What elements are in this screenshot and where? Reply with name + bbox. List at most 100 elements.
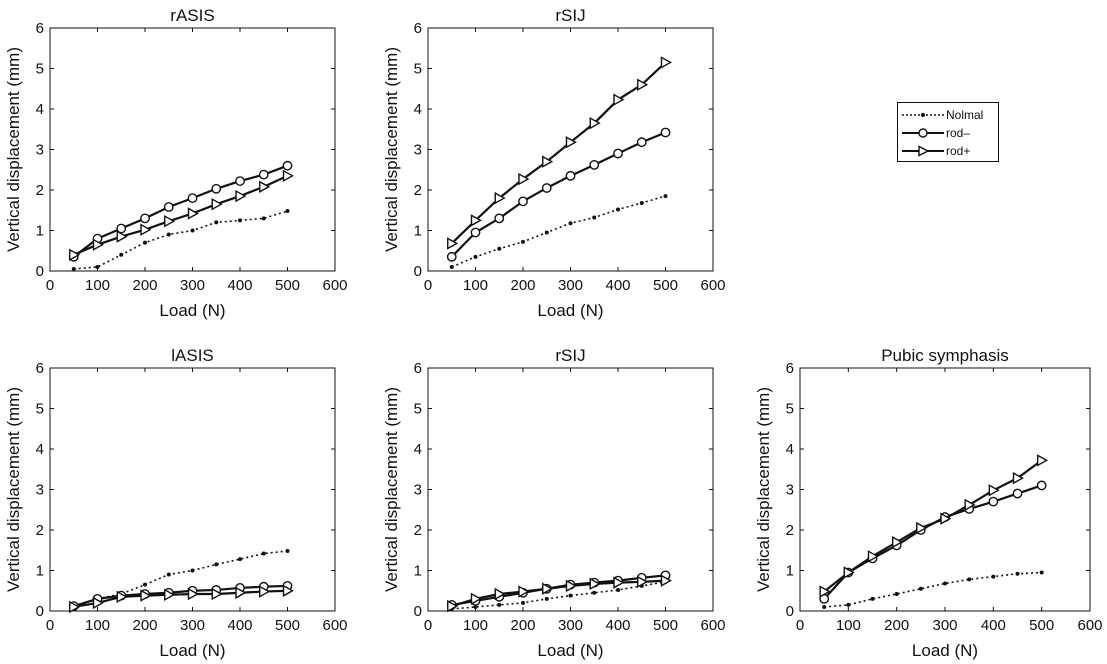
subplot-title: rASIS (170, 6, 214, 25)
data-point (69, 248, 81, 261)
data-point (565, 136, 577, 149)
data-point (843, 566, 855, 579)
y-tick-label: 5 (36, 401, 44, 418)
data-point (988, 484, 1000, 497)
subplot-3: 0 100 200 300 400 500 600 0 1 2 3 4 5 6 lASIS Load (N) V… (4, 346, 348, 660)
data-point (282, 169, 294, 183)
x-tick-label: 400 (227, 277, 252, 294)
x-tick-label: 600 (322, 277, 347, 294)
data-point (637, 78, 649, 91)
x-tick-label: 100 (463, 277, 488, 294)
x-tick-label: 400 (605, 277, 630, 294)
x-tick-label: 300 (558, 277, 583, 294)
y-tick-label: 1 (414, 223, 422, 240)
x-axis-label: Load (N) (912, 641, 978, 660)
data-point (211, 587, 223, 601)
series-2 (446, 570, 671, 610)
data-point (473, 254, 478, 259)
y-tick-label: 0 (414, 263, 422, 280)
y-tick-label: 0 (786, 603, 794, 620)
legend-item-nolmal: Nolmal (898, 106, 998, 124)
subplot-5: 0 100 200 300 400 500 600 0 1 2 3 4 5 6 Pubic symphasi… (754, 346, 1103, 660)
legend: Nolmal rod– rod+ (897, 102, 999, 162)
data-point (1036, 480, 1047, 491)
data-point (943, 581, 947, 586)
series-line (824, 571, 1042, 608)
x-tick-label: 500 (275, 617, 300, 634)
x-tick-label: 100 (85, 277, 110, 294)
data-point (918, 586, 923, 591)
y-tick-label: 2 (414, 522, 422, 539)
data-point (565, 170, 576, 181)
x-tick-label: 200 (132, 617, 157, 634)
x-tick-label: 300 (180, 617, 205, 634)
data-point (163, 202, 174, 212)
series-3 (447, 56, 672, 250)
data-point (211, 197, 223, 211)
data-point (258, 169, 269, 180)
data-point (261, 551, 266, 556)
data-point (140, 589, 152, 602)
data-point (991, 574, 996, 579)
x-tick-label: 0 (424, 277, 432, 294)
x-tick-label: 300 (180, 277, 205, 294)
series-line (451, 579, 666, 608)
data-point (261, 216, 266, 221)
data-point (497, 246, 502, 251)
data-point (282, 160, 293, 171)
y-axis-label: Vertical displacement (mm) (382, 387, 401, 592)
y-tick-label: 3 (414, 482, 422, 499)
plot-frame (49, 27, 336, 272)
plot-frame (49, 367, 336, 612)
data-point (1012, 488, 1023, 499)
x-axis-label: Load (N) (159, 301, 225, 320)
y-tick-label: 6 (36, 20, 44, 37)
data-point (660, 56, 672, 69)
y-tick-label: 5 (414, 61, 422, 78)
data-point (497, 602, 502, 607)
data-point (92, 596, 104, 610)
x-tick-label: 0 (424, 617, 432, 634)
subplot-title: rSIJ (555, 346, 585, 365)
y-tick-label: 6 (414, 20, 422, 37)
series-line (73, 210, 288, 270)
data-point (214, 220, 219, 225)
data-point (846, 602, 851, 607)
data-point (211, 183, 222, 194)
y-tick-label: 4 (414, 101, 422, 118)
x-tick-label: 0 (46, 277, 54, 294)
data-point (1036, 454, 1049, 467)
data-point (521, 600, 525, 605)
data-point (964, 498, 976, 512)
data-point (636, 137, 647, 148)
y-tick-label: 2 (786, 522, 794, 539)
data-point (613, 576, 625, 589)
data-point (494, 191, 506, 205)
series-line (73, 164, 288, 258)
y-axis-label: Vertical displacement (mm) (382, 47, 401, 252)
data-point (589, 116, 601, 130)
x-tick-label: 100 (463, 617, 488, 634)
data-point (116, 230, 128, 243)
legend-item-rod-minus: rod– (898, 124, 998, 142)
data-point (214, 562, 219, 567)
data-point (940, 512, 952, 525)
y-tick-label: 6 (414, 360, 422, 377)
data-point (616, 207, 620, 212)
data-point (1012, 471, 1024, 485)
legend-marker-rod-minus (902, 128, 944, 138)
y-tick-label: 5 (414, 401, 422, 418)
subplot-title: rSIJ (555, 6, 585, 25)
data-point (870, 596, 875, 601)
series-3 (69, 169, 294, 261)
series-2 (819, 480, 1047, 604)
x-tick-label: 200 (510, 617, 535, 634)
x-tick-label: 400 (227, 617, 252, 634)
series-line (451, 195, 666, 268)
x-tick-label: 500 (275, 277, 300, 294)
legend-label-rod-plus: rod+ (946, 144, 971, 158)
data-point (589, 577, 601, 591)
x-tick-label: 600 (700, 617, 725, 634)
series-3 (69, 584, 294, 614)
